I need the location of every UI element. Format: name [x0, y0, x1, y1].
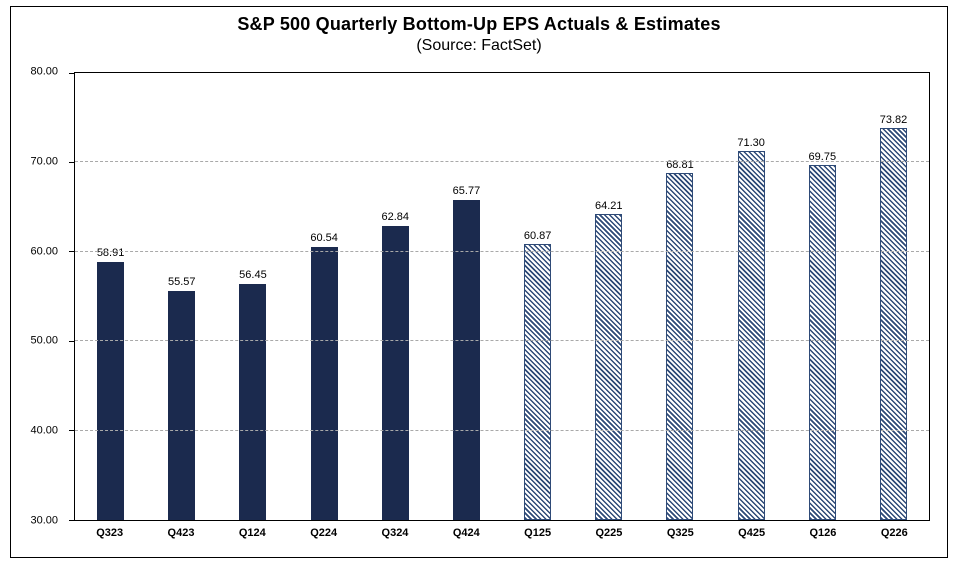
bar-value-label: 69.75 [808, 150, 837, 163]
y-tick-label: 60.00 [30, 245, 58, 258]
title-block: S&P 500 Quarterly Bottom-Up EPS Actuals … [0, 14, 958, 55]
y-tick-mark [69, 72, 74, 74]
bar-value-label: 71.30 [737, 136, 765, 149]
x-tick-label: Q325 [666, 527, 694, 539]
bar-value-label: 73.82 [879, 114, 908, 127]
y-axis: 30.00 40.00 50.00 60.00 70.00 80.00 [0, 66, 66, 526]
bar-Q226: 73.82 [880, 114, 907, 520]
bar-slot: 60.54 [289, 73, 360, 520]
bar-value-label: 60.87 [523, 230, 552, 243]
bar-Q125: 60.87 [524, 230, 551, 520]
chart-title: S&P 500 Quarterly Bottom-Up EPS Actuals … [237, 14, 721, 34]
bar-slot: 62.84 [360, 73, 431, 520]
y-tick-label: 70.00 [30, 155, 58, 168]
bar-slot: 69.75 [787, 73, 858, 520]
x-tick-label: Q324 [381, 527, 409, 539]
bar-value-label: 55.57 [167, 276, 196, 289]
bar-slot: 71.30 [716, 73, 787, 520]
bar-value-label: 62.84 [381, 211, 410, 224]
x-tick-label: Q425 [738, 527, 766, 539]
x-tick-label: Q424 [452, 527, 480, 539]
y-tick-label: 50.00 [30, 334, 58, 347]
bar-Q424: 65.77 [453, 185, 480, 520]
chart-subtitle: (Source: FactSet) [416, 37, 542, 54]
gridline [75, 340, 929, 342]
y-tick-label: 30.00 [30, 514, 58, 527]
x-tick-label: Q124 [238, 527, 266, 539]
bar-slot: 64.21 [573, 73, 644, 520]
bar-Q126: 69.75 [809, 151, 836, 520]
x-tick-label: Q225 [595, 527, 623, 539]
gridline [75, 161, 929, 163]
y-tick-label: 80.00 [30, 65, 58, 78]
x-tick-label: Q126 [809, 527, 837, 539]
plot-area: 58.91 55.57 56.45 60.54 62.84 65.77 60.87 64.21… [69, 72, 930, 521]
bar-Q225: 64.21 [595, 200, 623, 520]
bar-slot: 68.81 [644, 73, 715, 520]
bar-value-label: 60.54 [310, 231, 338, 244]
bar-slot: 56.45 [217, 73, 288, 520]
gridline [75, 250, 929, 252]
bar-slot: 58.91 [75, 73, 146, 520]
bar-Q423: 55.57 [168, 276, 196, 520]
bar-value-label: 65.77 [452, 185, 481, 198]
gridline [75, 429, 929, 431]
chart-outer-border [10, 6, 948, 558]
bar-slot: 55.57 [146, 73, 217, 520]
x-tick-label: Q224 [310, 527, 338, 539]
bar-slot: 73.82 [858, 73, 929, 520]
bar-value-label: 64.21 [595, 200, 623, 213]
x-axis: Q323 Q423 Q124 Q224 Q324 Q424 Q125 Q225 Q325 Q425… [74, 527, 930, 539]
bar-Q324: 62.84 [382, 211, 409, 520]
y-tick-mark [69, 161, 74, 163]
bar-slot: 65.77 [431, 73, 502, 520]
bar-Q224: 60.54 [310, 232, 338, 520]
x-tick-label: Q323 [96, 527, 124, 539]
bar-Q323: 58.91 [97, 247, 124, 520]
y-tick-mark [69, 519, 74, 521]
bar-value-label: 56.45 [239, 268, 267, 281]
bar-Q124: 56.45 [239, 269, 267, 520]
y-tick-mark [69, 430, 74, 432]
x-tick-label: Q125 [524, 527, 552, 539]
y-tick-mark [69, 251, 74, 253]
bar-slot: 60.87 [502, 73, 573, 520]
y-tick-label: 40.00 [30, 424, 58, 437]
y-tick-mark [69, 340, 74, 342]
bar-Q325: 68.81 [666, 159, 694, 520]
bars-container: 58.91 55.57 56.45 60.54 62.84 65.77 60.87 64.21… [75, 73, 929, 520]
bar-value-label: 58.91 [96, 246, 125, 259]
x-tick-label: Q226 [880, 527, 908, 539]
x-tick-label: Q423 [167, 527, 195, 539]
bar-Q425: 71.30 [737, 137, 765, 520]
